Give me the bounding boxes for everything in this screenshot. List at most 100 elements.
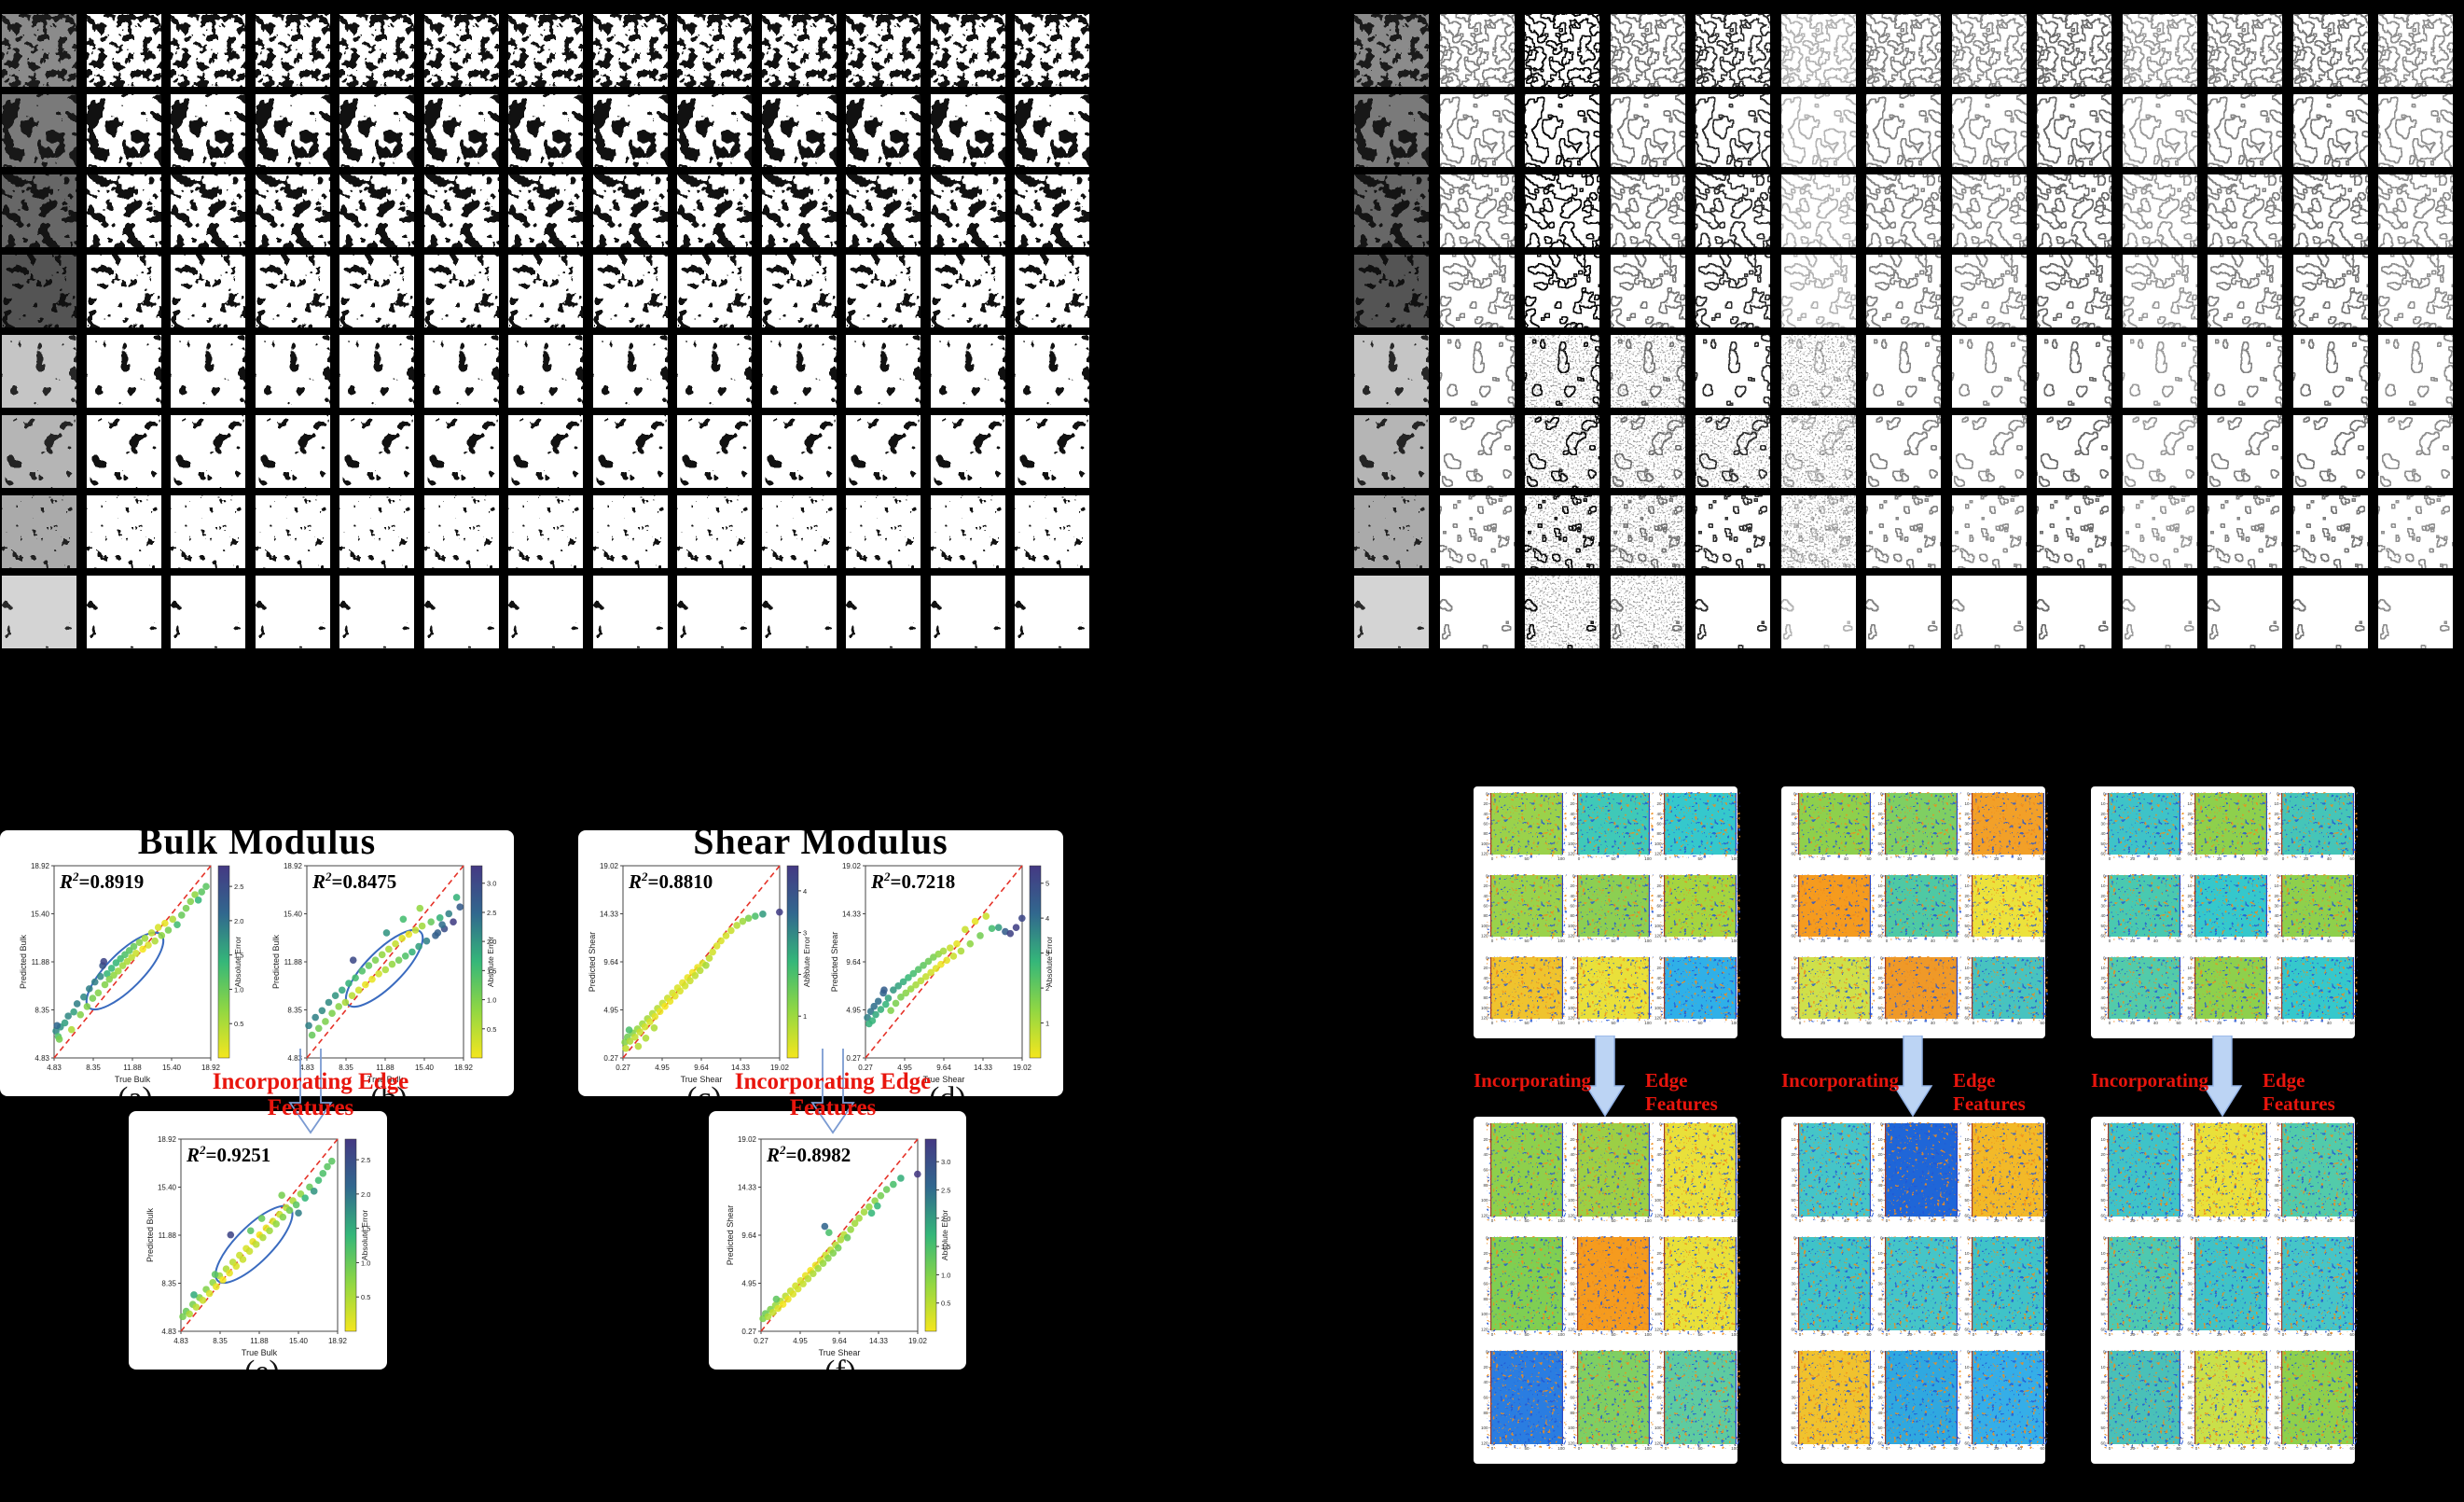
svg-text:60: 60 [2187, 934, 2193, 939]
svg-text:10: 10 [2274, 1137, 2279, 1142]
svg-text:Absolute Error: Absolute Error [1045, 937, 1054, 987]
edge-grid-cell [1610, 255, 1685, 327]
svg-text:100: 100 [1568, 1006, 1575, 1010]
mask-grid-cell [592, 174, 668, 247]
svg-text:50: 50 [2187, 841, 2193, 846]
svg-text:0: 0 [2195, 1021, 2198, 1025]
svg-text:10: 10 [1791, 1251, 1796, 1256]
svg-text:60: 60 [2176, 856, 2181, 861]
svg-text:20: 20 [1570, 966, 1575, 970]
svg-text:40: 40 [2327, 939, 2332, 943]
svg-text:40: 40 [1964, 1411, 1970, 1415]
svg-text:14.33: 14.33 [600, 911, 619, 919]
svg-text:0: 0 [2282, 1021, 2285, 1025]
svg-text:20: 20 [1820, 1332, 1826, 1337]
svg-text:60: 60 [2040, 939, 2045, 943]
mask-grid-cell [677, 14, 752, 87]
svg-text:20: 20 [2274, 1380, 2279, 1384]
svg-text:18.92: 18.92 [284, 862, 303, 870]
svg-text:4.95: 4.95 [603, 1007, 618, 1015]
mask-grid-cell [508, 415, 583, 488]
svg-text:40: 40 [2017, 939, 2023, 943]
svg-text:9.64: 9.64 [694, 1064, 709, 1072]
svg-text:10: 10 [2187, 1251, 2193, 1256]
mask-grid-cell [592, 335, 668, 408]
svg-text:40: 40 [1931, 1446, 1936, 1451]
svg-text:20: 20 [2274, 976, 2279, 980]
svg-text:0: 0 [1973, 1446, 1975, 1451]
svg-text:50: 50 [1524, 1332, 1530, 1337]
svg-text:60: 60 [2040, 1021, 2045, 1025]
edge-grid-cell [2208, 14, 2282, 87]
svg-text:0: 0 [1967, 792, 1970, 797]
svg-text:20: 20 [2304, 939, 2309, 943]
svg-text:60: 60 [2187, 1214, 2193, 1218]
svg-text:20: 20 [1483, 801, 1488, 806]
svg-text:40: 40 [1570, 812, 1575, 816]
svg-text:60: 60 [2274, 1214, 2279, 1218]
svg-text:60: 60 [2176, 1021, 2181, 1025]
mask-grid-cell [86, 14, 161, 87]
edge-grid-cell [1439, 255, 1515, 327]
svg-text:10: 10 [2100, 966, 2106, 970]
mask-grid-cell [846, 576, 921, 648]
svg-text:60: 60 [1877, 852, 1883, 856]
edge-grid-cell [1525, 174, 1599, 247]
svg-text:100: 100 [1654, 1006, 1662, 1010]
svg-text:80: 80 [1656, 831, 1662, 836]
svg-text:40: 40 [1931, 856, 1936, 861]
svg-text:2.5: 2.5 [361, 1156, 370, 1164]
svg-text:40: 40 [1791, 831, 1796, 836]
svg-text:20: 20 [1907, 1218, 1913, 1223]
svg-text:True Shear: True Shear [681, 1075, 723, 1084]
svg-text:40: 40 [2240, 856, 2246, 861]
svg-text:60: 60 [2100, 1441, 2106, 1446]
svg-text:14.33: 14.33 [974, 1064, 993, 1072]
label-word-2: Edge Features [1645, 1069, 1718, 1115]
svg-text:40: 40 [2274, 1297, 2279, 1301]
svg-text:30: 30 [1964, 1396, 1970, 1400]
svg-text:20: 20 [2187, 894, 2193, 898]
mask-grid-cell [761, 415, 837, 488]
svg-text:0: 0 [1973, 1021, 1975, 1025]
svg-text:20: 20 [2187, 1380, 2193, 1384]
svg-text:120: 120 [1654, 852, 1662, 856]
mask-grid-cell [930, 576, 1005, 648]
svg-text:0: 0 [1967, 956, 1970, 961]
mask-grid-cell [761, 576, 837, 648]
svg-text:50: 50 [2100, 1006, 2106, 1010]
edge-grid-cell [1696, 255, 1770, 327]
bulk-top-plots: 4.83 4.83 8.35 8.35 11.88 11.88 15.40 15.40 18.9… [0, 830, 514, 1096]
svg-text:0: 0 [1973, 1332, 1975, 1337]
svg-text:40: 40 [1791, 995, 1796, 1000]
svg-text:40: 40 [2187, 1183, 2193, 1188]
svg-text:10: 10 [1791, 883, 1796, 888]
svg-text:40: 40 [2100, 913, 2106, 918]
svg-text:20: 20 [1964, 1266, 1970, 1271]
svg-text:0: 0 [1793, 1236, 1796, 1241]
svg-text:20: 20 [1791, 1266, 1796, 1271]
svg-text:20: 20 [2100, 1152, 2106, 1157]
svg-text:50: 50 [2187, 1426, 2193, 1430]
svg-text:30: 30 [1964, 986, 1970, 991]
svg-text:20: 20 [2217, 1332, 2222, 1337]
svg-text:60: 60 [2187, 1016, 2193, 1021]
svg-text:120: 120 [1568, 1214, 1575, 1218]
bulk-modulus-card-bottom: 4.83 4.83 8.35 8.35 11.88 11.88 15.40 15.40 18.9… [129, 1111, 387, 1370]
svg-text:10: 10 [2274, 1251, 2279, 1256]
mask-grid-cell [846, 174, 921, 247]
svg-text:60: 60 [1570, 986, 1575, 991]
mask-grid-cell [1015, 255, 1089, 327]
svg-text:30: 30 [1964, 904, 1970, 909]
svg-text:10: 10 [1791, 966, 1796, 970]
svg-text:10: 10 [1877, 1365, 1883, 1370]
edge-grid-cell [2037, 255, 2111, 327]
mask-grid-cell [86, 495, 161, 568]
svg-text:80: 80 [1656, 1183, 1662, 1188]
